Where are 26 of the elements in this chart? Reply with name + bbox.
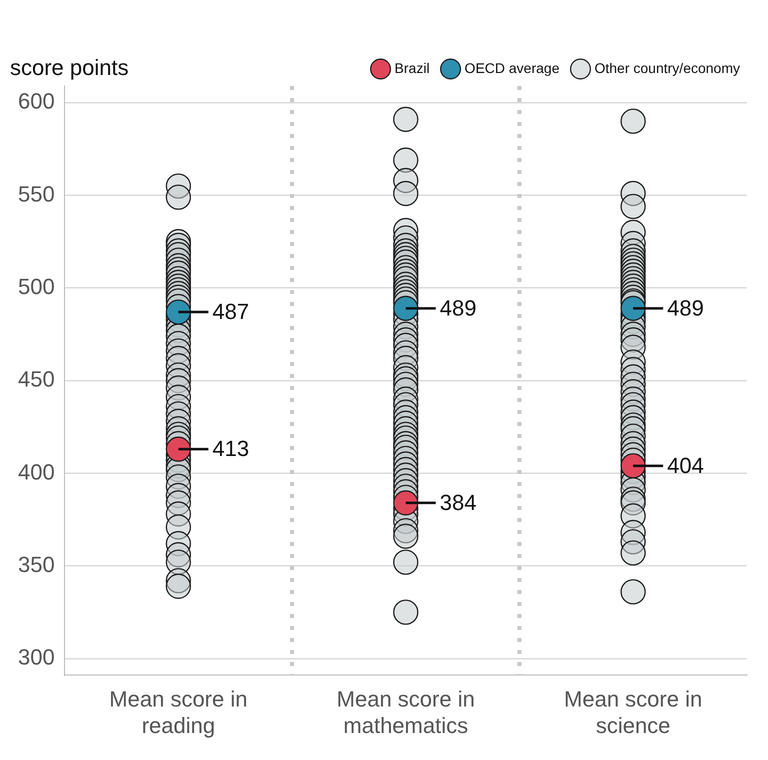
point <box>620 453 646 478</box>
data-label: 487 <box>212 299 250 324</box>
point <box>393 296 418 321</box>
data-label: 489 <box>440 295 476 320</box>
x-tick-label: Mean score in reading <box>109 686 248 738</box>
y-axis-title: score points <box>10 55 129 80</box>
point <box>620 296 646 321</box>
y-tick-label: 300 <box>18 644 55 670</box>
data-label: 384 <box>440 490 476 515</box>
y-tick-label: 500 <box>18 274 55 300</box>
point <box>166 299 191 325</box>
legend-label: Brazil <box>394 60 430 76</box>
data-label: 489 <box>667 295 704 320</box>
point <box>393 490 418 516</box>
legend-label: OECD average <box>464 60 560 76</box>
legend-label: Other country/economy <box>594 60 740 76</box>
y-tick-label: 350 <box>18 552 55 577</box>
y-tick-label: 400 <box>18 459 55 484</box>
y-tick-label: 600 <box>18 88 55 114</box>
y-tick-label: 550 <box>18 181 55 206</box>
x-tick-label: Mean score in mathematics <box>336 686 475 738</box>
data-label: 404 <box>667 452 704 478</box>
x-tick-label: Mean score in science <box>564 686 702 738</box>
point <box>166 436 191 462</box>
y-tick-label: 450 <box>18 366 55 392</box>
data-label: 413 <box>212 436 250 462</box>
